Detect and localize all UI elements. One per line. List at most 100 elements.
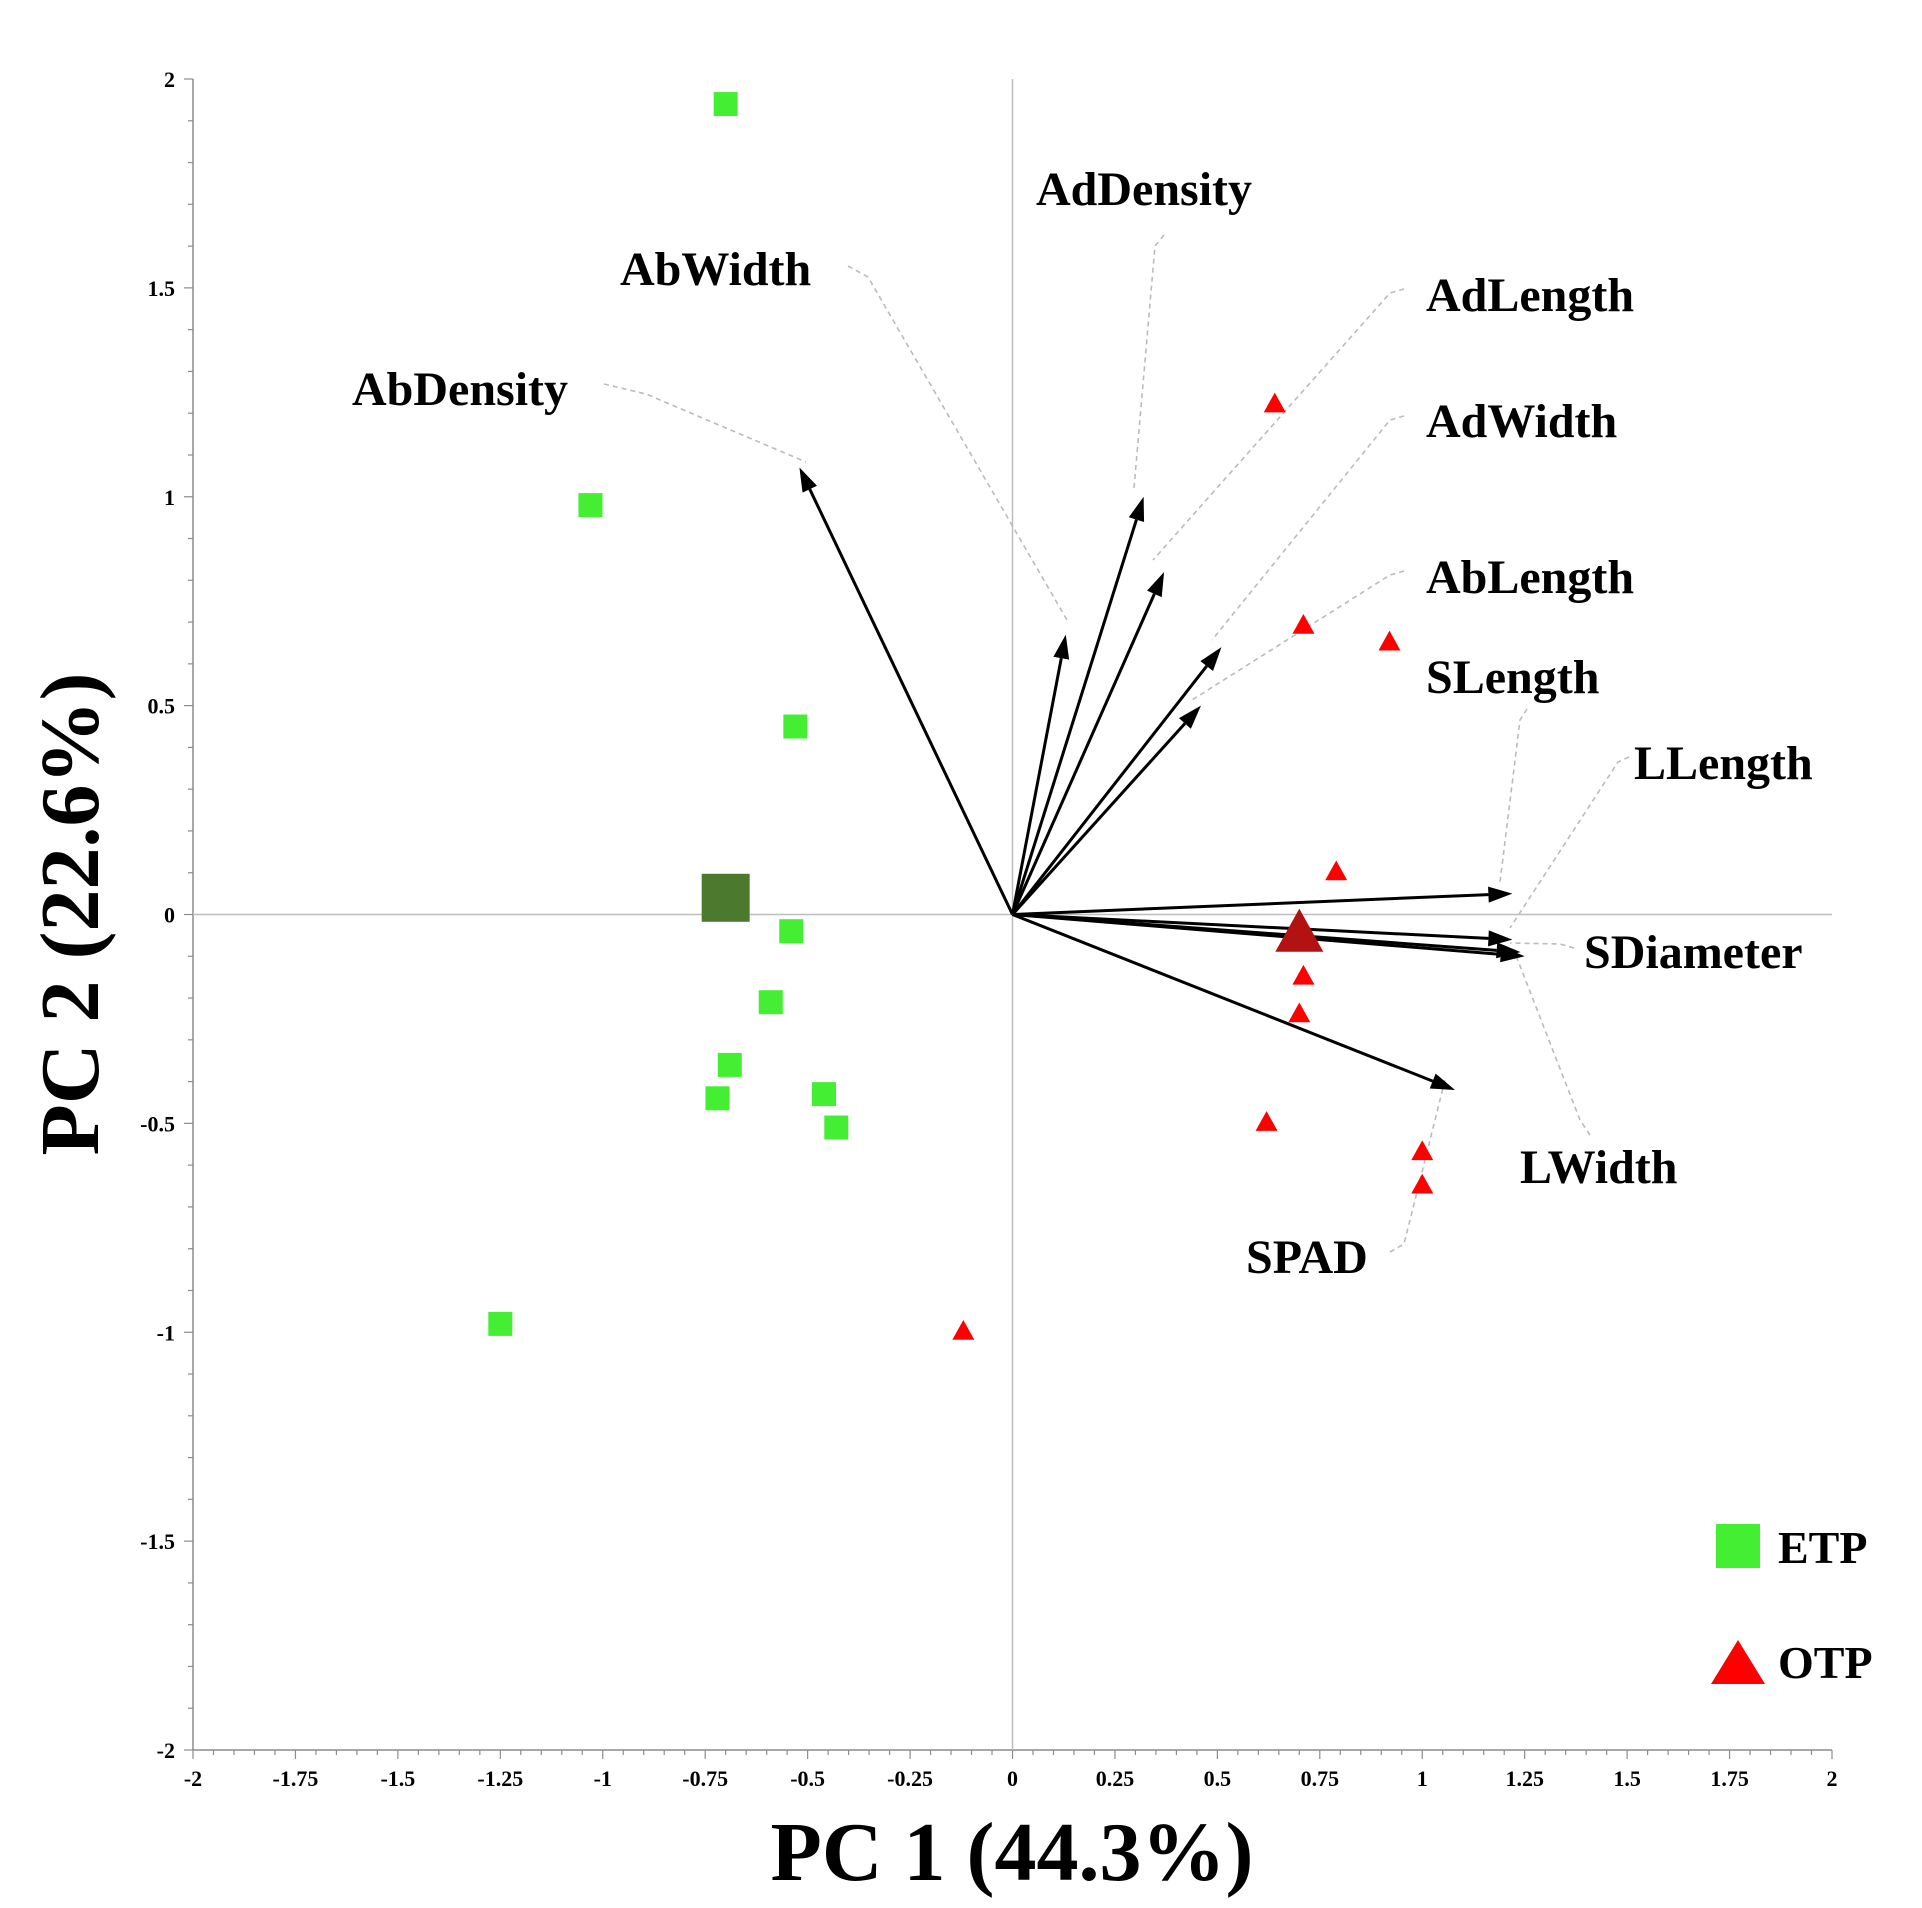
loading-label-addensity: AdDensity [1036,163,1252,216]
connector-abwidth [847,265,1068,621]
x-tick-label: -1.5 [380,1766,415,1791]
y-tick-label: 0 [164,903,175,928]
otp-point [1292,613,1315,634]
x-tick-label: 1.75 [1710,1766,1749,1791]
x-tick-label: -0.75 [682,1766,728,1791]
loading-label-ablength: AbLength [1426,551,1634,604]
x-tick-label: 0.75 [1301,1766,1340,1791]
y-tick-label: -0.5 [140,1111,175,1136]
connector-sdiameter [1509,942,1575,949]
connector-abdensity [603,383,807,463]
x-tick-label: -0.25 [887,1766,933,1791]
y-tick-label: 1 [164,485,175,510]
loading-label-llength: LLength [1634,737,1813,790]
y-tick-label: -2 [157,1738,175,1763]
loading-arrow-abwidth [1011,657,1063,915]
otp-point [1325,860,1348,881]
x-tick-label: 0 [1007,1766,1018,1791]
loading-arrow-addensity [1011,519,1138,915]
etp-point [824,1115,849,1140]
connector-lwidth [1514,952,1591,1136]
x-tick-label: -0.5 [790,1766,825,1791]
etp-point [488,1311,513,1336]
loading-arrowhead-adlength [1147,571,1165,598]
x-tick-label: 0.5 [1204,1766,1232,1791]
y-tick-label: -1 [157,1320,175,1345]
loading-label-abwidth: AbWidth [620,243,811,296]
otp-point [1411,1173,1434,1194]
connector-adwidth [1211,415,1405,641]
loading-arrow-llength [1012,913,1489,940]
loading-arrows [799,467,1525,1090]
legend-otp-swatch [1711,1640,1765,1684]
x-tick-label: -1.25 [477,1766,523,1791]
x-tick-label: 1 [1417,1766,1428,1791]
etp-centroid [701,873,750,922]
loading-label-lwidth: LWidth [1520,1141,1677,1194]
etp-point [812,1082,837,1107]
connector-ablength [1191,570,1405,701]
connector-spad [1389,1079,1446,1253]
loading-arrowhead-addensity [1128,496,1145,523]
etp-point [713,92,738,117]
etp-point [783,714,808,739]
loading-arrow-adlength [1011,593,1156,916]
x-tick-label: -2 [184,1766,202,1791]
etp-point [578,493,603,518]
loading-arrowhead-adwidth [1200,647,1222,671]
y-tick-label: 1.5 [148,276,176,301]
x-tick-label: 1.5 [1613,1766,1641,1791]
etp-point [779,919,804,944]
etp-point [705,1086,730,1111]
otp-point [1288,1002,1311,1023]
y-axis-title: PC 2 (22.6%) [24,673,117,1156]
legend-otp-label: OTP [1778,1637,1873,1688]
connector-llength [1509,756,1630,929]
x-tick-label: -1 [594,1766,612,1791]
y-tick-label: -1.5 [140,1529,175,1554]
loading-arrowhead-llength [1488,930,1513,947]
y-tick-label: 0.5 [148,694,176,719]
loading-arrowhead-ablength [1178,705,1201,729]
legend-etp-label: ETP [1778,1522,1867,1573]
x-tick-label: 2 [1827,1766,1838,1791]
loading-label-adlength: AdLength [1426,269,1634,322]
connector-adlength [1152,288,1405,561]
loading-label-slength: SLength [1426,651,1599,704]
loading-arrowhead-slength [1488,886,1513,903]
loading-arrow-slength [1012,893,1489,916]
label-connectors [603,234,1630,1253]
loading-label-sdiameter: SDiameter [1584,926,1803,979]
x-axis-title: PC 1 (44.3%) [771,1806,1254,1899]
loading-arrow-adwidth [1011,665,1208,916]
loading-arrow-spad [1011,913,1434,1083]
loading-label-abdensity: AbDensity [352,363,568,416]
legend-etp-swatch [1716,1524,1760,1568]
connector-addensity [1133,234,1165,489]
axes: -2 -1.75 -1.5 -1.25 -1 -0.75 -0.5 -0.25 0 0.25 0.5… [140,67,1837,1791]
loading-arrow-abdensity [808,488,1014,916]
loading-arrow-ablength [1011,722,1187,916]
otp-point [1411,1140,1434,1161]
otp-point [1378,630,1401,651]
etp-point [758,990,783,1015]
loading-arrowhead-lwidth [1500,946,1525,963]
loading-labels: AbDensity AbWidth AdDensity AdLength AdWidth… [352,163,1813,1284]
connector-slength [1499,708,1528,883]
etp-point [717,1052,742,1077]
loading-arrowhead-spad [1429,1073,1456,1090]
x-tick-label: 0.25 [1096,1766,1135,1791]
otp-centroid [1275,908,1324,952]
loading-label-spad: SPAD [1246,1231,1368,1284]
loading-arrowhead-abwidth [1053,634,1070,660]
otp-point [1255,1111,1278,1131]
loading-arrowhead-abdensity [799,467,817,493]
legend: ETP OTP [1711,1522,1873,1688]
loading-label-adwidth: AdWidth [1426,395,1617,448]
data-points [488,92,1434,1340]
otp-point [1292,964,1315,985]
otp-point [952,1319,975,1340]
x-tick-label: 1.25 [1505,1766,1544,1791]
x-tick-label: -1.75 [273,1766,319,1791]
